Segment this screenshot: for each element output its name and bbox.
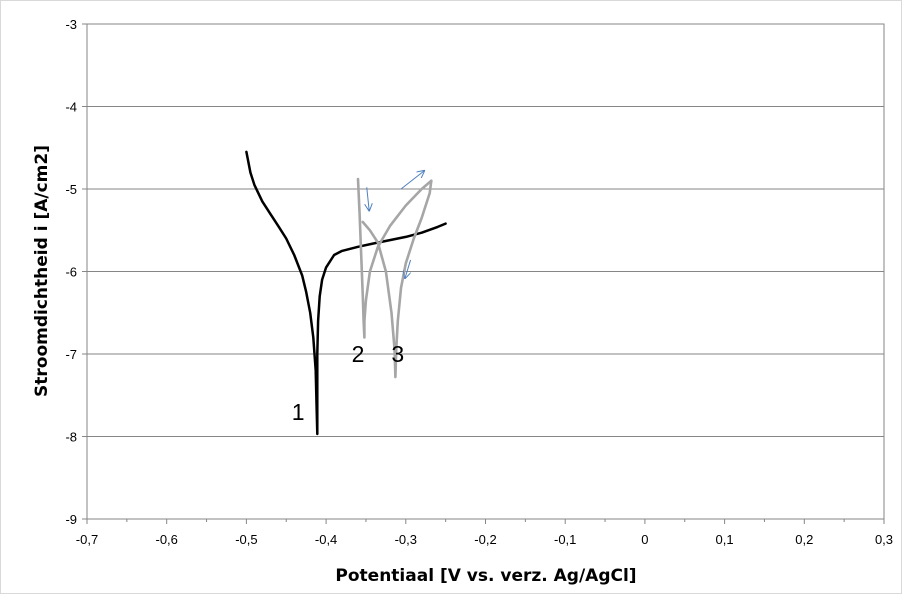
- y-tick-label: -3: [65, 17, 77, 32]
- y-tick-label: -7: [65, 347, 77, 362]
- direction-arrow: [400, 171, 424, 190]
- y-axis-title: Stroomdichtheid i [A/cm2]: [32, 145, 52, 397]
- direction-arrows: [367, 171, 424, 278]
- x-tick-label: -0,5: [235, 532, 257, 547]
- y-tick-label: -4: [65, 100, 77, 115]
- y-tick-label: -8: [65, 430, 77, 445]
- direction-arrow: [367, 187, 369, 210]
- x-tick-label: -0,4: [315, 532, 337, 547]
- series-group: [245, 150, 447, 436]
- y-tick-label: -6: [65, 265, 77, 280]
- curve-label-1: 1: [292, 399, 305, 425]
- curve-label-3: 3: [391, 341, 404, 367]
- x-tick-label: 0,2: [795, 532, 813, 547]
- x-tick-label: -0,7: [76, 532, 98, 547]
- axes: [82, 23, 885, 524]
- x-tick-label: -0,1: [554, 532, 576, 547]
- y-tick-label: -5: [65, 182, 77, 197]
- series-line-2: [356, 177, 433, 339]
- direction-arrow: [405, 259, 412, 278]
- grid-lines: [87, 106, 884, 437]
- x-tick-label: -0,3: [395, 532, 417, 547]
- x-tick-label: 0,1: [716, 532, 734, 547]
- x-tick-label: -0,6: [155, 532, 177, 547]
- y-tick-label: -9: [65, 512, 77, 527]
- x-tick-label: 0: [641, 532, 648, 547]
- x-tick-label: 0,3: [875, 532, 893, 547]
- x-tick-label: -0,2: [474, 532, 496, 547]
- series-line-3: [361, 179, 433, 379]
- tick-labels: -9 -8 -7 -6 -5 -4 -3 -0,7 -0,6 -0,5 -0,4 -0,3 -0,2 -0…: [65, 17, 893, 547]
- curve-labels: 1 2 3: [292, 341, 404, 425]
- x-axis-title: Potentiaal [V vs. verz. Ag/AgCl]: [335, 566, 636, 586]
- curve-label-2: 2: [352, 341, 365, 367]
